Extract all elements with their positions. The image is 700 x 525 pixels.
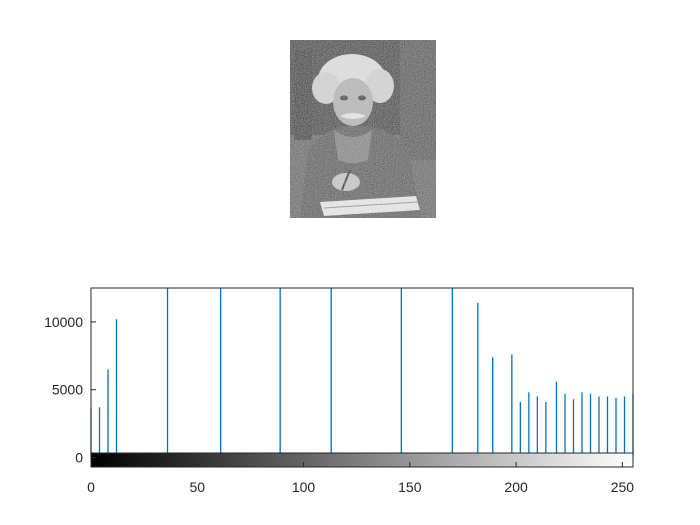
y-axis-ticks: 0 5000 10000 — [44, 314, 96, 466]
histogram-stems — [90, 288, 634, 458]
colorbar — [90, 452, 634, 468]
x-tick-label: 200 — [504, 479, 528, 495]
x-axis-ticks: 0 50 100 150 200 250 — [87, 462, 634, 495]
x-tick-label: 250 — [611, 479, 635, 495]
x-tick-label: 100 — [292, 479, 316, 495]
x-tick-label: 0 — [87, 479, 95, 495]
y-tick-label: 10000 — [44, 314, 83, 330]
x-tick-label: 50 — [189, 479, 205, 495]
grayscale-portrait-image — [290, 40, 436, 218]
y-tick-label: 0 — [75, 450, 83, 466]
plot-axes-box — [90, 287, 634, 468]
x-tick-label: 150 — [398, 479, 422, 495]
y-tick-label: 5000 — [52, 382, 83, 398]
